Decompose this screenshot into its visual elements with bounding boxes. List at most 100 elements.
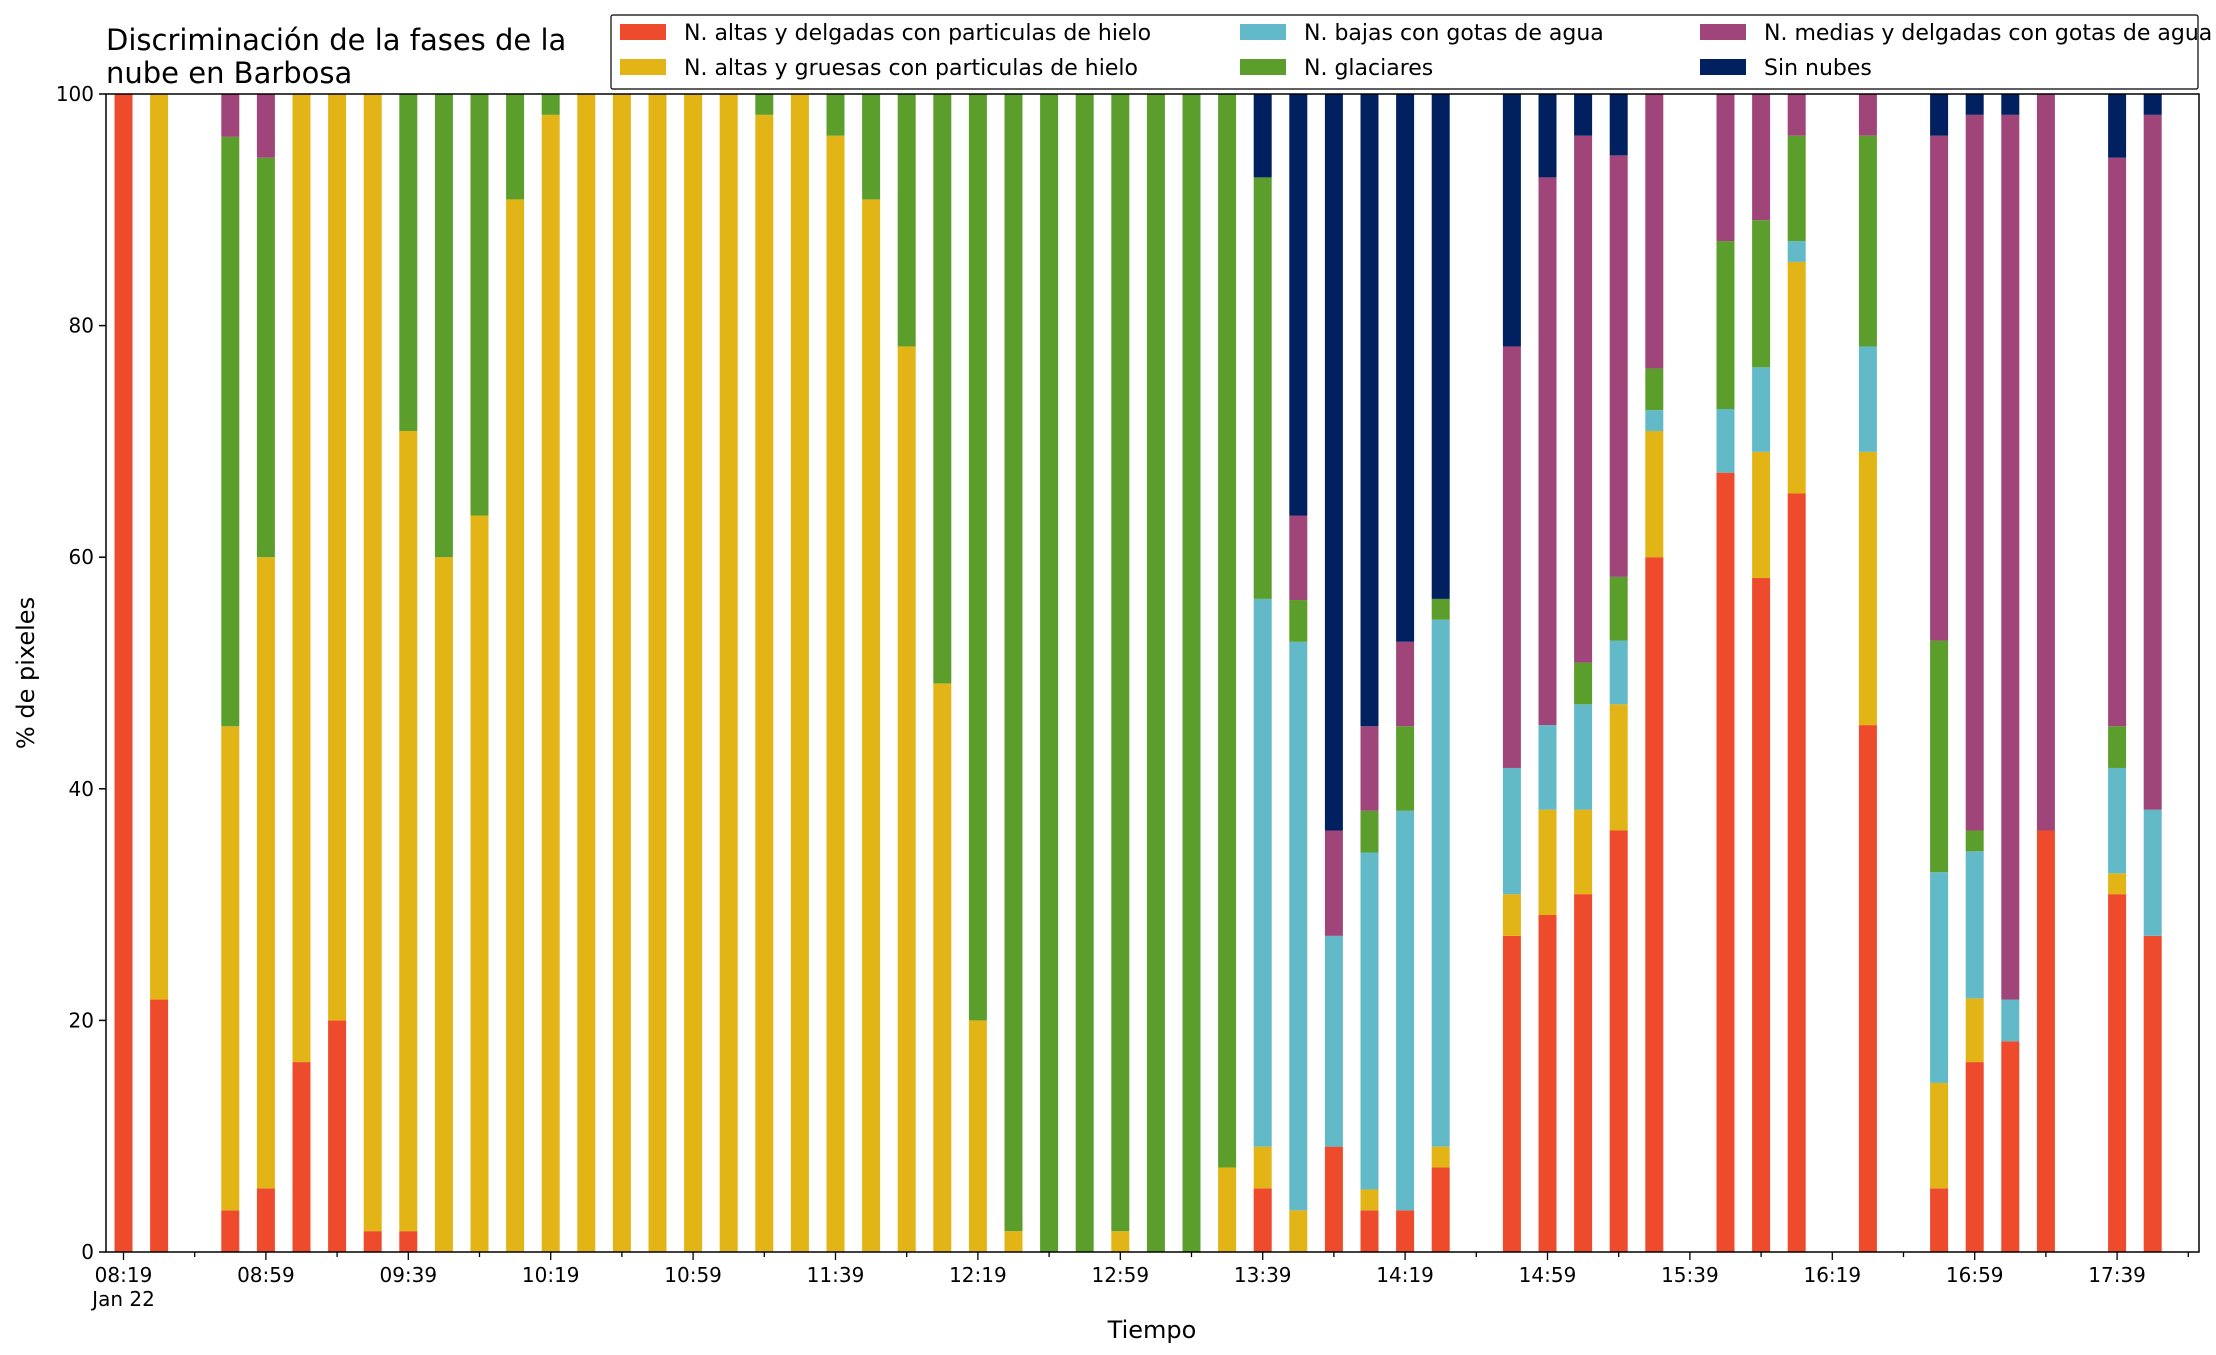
bar-segment <box>1396 1210 1415 1252</box>
legend-frame <box>610 14 2199 90</box>
bar-segment <box>1360 726 1379 811</box>
bar-segment <box>719 94 738 1252</box>
bar-segment <box>1360 94 1379 727</box>
bar-segment <box>1502 346 1521 768</box>
bar-segment <box>1004 94 1023 1232</box>
bar-segment <box>826 94 845 136</box>
bar-segment <box>221 726 240 1211</box>
bar-segment <box>292 1062 311 1252</box>
bar-segment <box>826 135 845 1253</box>
bar-segment <box>1111 1231 1130 1252</box>
bar-segment <box>1645 368 1664 411</box>
bar-segment <box>1787 241 1806 262</box>
bar-segment <box>541 114 560 1253</box>
bar-segment <box>1253 177 1272 599</box>
x-tick-label: 12:59 <box>1091 1263 1149 1287</box>
bar-segment <box>1253 1188 1272 1252</box>
bar-segment <box>2036 830 2055 1252</box>
bar-segment <box>1930 135 1949 641</box>
x-tick-label: 13:39 <box>1234 1263 1292 1287</box>
x-axis: 08:19 Jan 22 08:59 09:39 10:19 10:59 11:39 12:1… <box>90 1252 2189 1311</box>
bar-segment <box>1574 135 1593 663</box>
bar-segment <box>256 1188 275 1252</box>
y-tick-label: 0 <box>81 1240 94 1264</box>
bar-segment <box>1502 894 1521 936</box>
bar-segment <box>1431 94 1450 599</box>
chart-title-line-2: nube en Barbosa <box>106 56 352 90</box>
bar-segment <box>1146 94 1165 1252</box>
bar-segment <box>933 683 952 1252</box>
bars-layer <box>114 94 2162 1253</box>
bar-segment <box>1538 809 1557 916</box>
bar-segment <box>1930 94 1949 136</box>
chart-title-line-1: Discriminación de la fases de la <box>106 23 566 57</box>
bar-segment <box>1930 1188 1949 1252</box>
bar-segment <box>1360 1210 1379 1252</box>
bar-segment <box>1752 451 1771 579</box>
y-tick-label: 80 <box>69 314 94 338</box>
bar-segment <box>1040 94 1059 1252</box>
bar-segment <box>1182 94 1201 1252</box>
bar-segment <box>2001 114 2020 1000</box>
bar-segment <box>1502 94 1521 347</box>
bar-segment <box>1396 726 1415 811</box>
bar-segment <box>1289 641 1308 1211</box>
bar-segment <box>1324 935 1343 1147</box>
bar-segment <box>1324 1146 1343 1252</box>
bar-segment <box>1609 155 1628 577</box>
bar-segment <box>1716 472 1735 1252</box>
bar-segment <box>1289 600 1308 642</box>
bar-segment <box>399 94 418 431</box>
bar-segment <box>1396 641 1415 727</box>
bar-segment <box>1431 619 1450 1147</box>
bar-segment <box>2143 94 2162 115</box>
bar-segment <box>1253 598 1272 1147</box>
bar-segment <box>2108 894 2127 1252</box>
bar-segment <box>1965 830 1984 852</box>
bar-segment <box>897 346 916 1252</box>
bar-segment <box>2001 999 2020 1042</box>
legend-swatch <box>1700 24 1746 40</box>
legend-label: N. medias y delgadas con gotas de agua <box>1764 21 2212 46</box>
bar-segment <box>1858 725 1877 1252</box>
bar-segment <box>1574 662 1593 705</box>
legend-label: N. bajas con gotas de agua <box>1304 21 1604 46</box>
bar-segment <box>221 94 240 137</box>
bar-segment <box>506 199 525 1252</box>
bar-segment <box>1716 94 1735 242</box>
bar-segment <box>1502 935 1521 1252</box>
x-tick-label: 17:39 <box>2088 1263 2146 1287</box>
bar-segment <box>328 94 347 1021</box>
bar-segment <box>2108 94 2127 158</box>
bar-segment <box>1396 810 1415 1211</box>
legend-swatch <box>1240 59 1286 75</box>
y-axis: 0 20 40 60 80 100 <box>56 82 106 1264</box>
x-tick-label: 08:19 Jan 22 <box>90 1263 155 1311</box>
bar-segment <box>862 199 881 1252</box>
bar-segment <box>2143 114 2162 810</box>
bar-segment <box>470 94 489 516</box>
bar-segment <box>1289 1210 1308 1252</box>
x-tick-label: 10:59 <box>664 1263 722 1287</box>
bar-segment <box>862 94 881 200</box>
bar-segment <box>1609 640 1628 705</box>
bar-segment <box>114 94 133 1252</box>
bar-segment <box>470 515 489 1252</box>
bar-segment <box>363 94 382 1232</box>
bar-segment <box>1396 94 1415 642</box>
bar-segment <box>1787 493 1806 1252</box>
bar-segment <box>1609 576 1628 641</box>
y-tick-label: 20 <box>69 1008 94 1032</box>
x-tick-label: 11:39 <box>807 1263 865 1287</box>
bar-segment <box>1609 704 1628 831</box>
x-tick-label: 16:59 <box>1946 1263 2004 1287</box>
x-tick-label: 16:19 <box>1803 1263 1861 1287</box>
legend-label: N. glaciares <box>1304 56 1433 81</box>
bar-segment <box>1431 1146 1450 1168</box>
legend-swatch <box>620 24 666 40</box>
bar-segment <box>1609 94 1628 156</box>
bar-segment <box>1431 598 1450 620</box>
bar-segment <box>1752 578 1771 1252</box>
bar-segment <box>933 94 952 684</box>
bar-segment <box>1431 1167 1450 1252</box>
